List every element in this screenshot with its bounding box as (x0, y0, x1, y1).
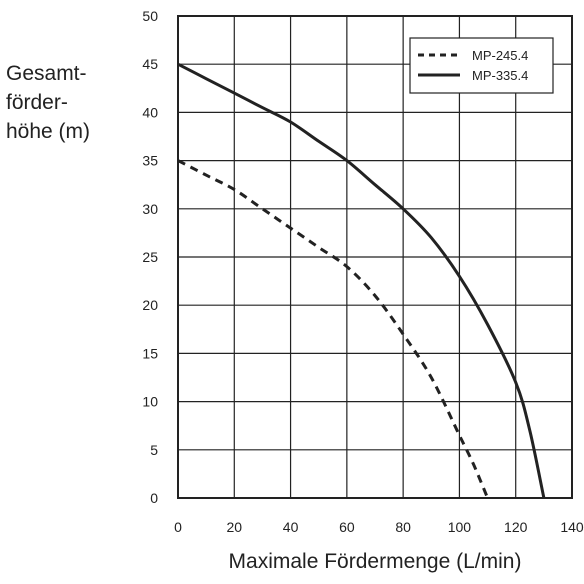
y-tick-label: 5 (150, 442, 158, 458)
y-tick-label: 0 (150, 490, 158, 506)
plot-frame (177, 15, 573, 499)
y-axis-label-line-3: höhe (m) (6, 120, 91, 143)
legend-box (409, 37, 554, 94)
y-tick-label: 15 (142, 345, 158, 361)
grid (178, 16, 572, 498)
y-axis-label-line-1: Gesamt- (6, 62, 87, 85)
x-tick-label: 120 (504, 519, 528, 535)
y-tick-labels: 0 5 10 15 20 25 30 35 40 45 50 (142, 8, 158, 506)
x-tick-label: 20 (226, 519, 242, 535)
x-tick-label: 80 (395, 519, 411, 535)
y-axis-label-line-2: förder- (6, 91, 68, 114)
x-axis-label: Maximale Fördermenge (L/min) (228, 550, 522, 573)
x-tick-label: 0 (174, 519, 182, 535)
series-line-MP-335.4 (177, 62, 546, 499)
y-tick-label: 40 (142, 104, 158, 120)
y-tick-label: 30 (142, 201, 158, 217)
legend: MP-245.4 MP-335.4 (409, 37, 554, 94)
x-tick-label: 140 (560, 519, 584, 535)
y-tick-label: 10 (142, 394, 158, 410)
x-tick-label: 40 (283, 519, 299, 535)
y-tick-label: 35 (142, 153, 158, 169)
y-tick-label: 50 (142, 8, 158, 24)
y-tick-label: 45 (142, 56, 158, 72)
legend-label: MP-245.4 (472, 48, 528, 63)
series-lines (177, 62, 546, 499)
y-tick-label: 20 (142, 297, 158, 313)
y-tick-label: 25 (142, 249, 158, 265)
legend-label: MP-335.4 (472, 68, 528, 83)
x-tick-labels: 0 20 40 60 80 100 120 140 (174, 519, 584, 535)
x-tick-label: 100 (448, 519, 472, 535)
series-line-MP-245.4 (177, 159, 489, 499)
x-tick-label: 60 (339, 519, 355, 535)
